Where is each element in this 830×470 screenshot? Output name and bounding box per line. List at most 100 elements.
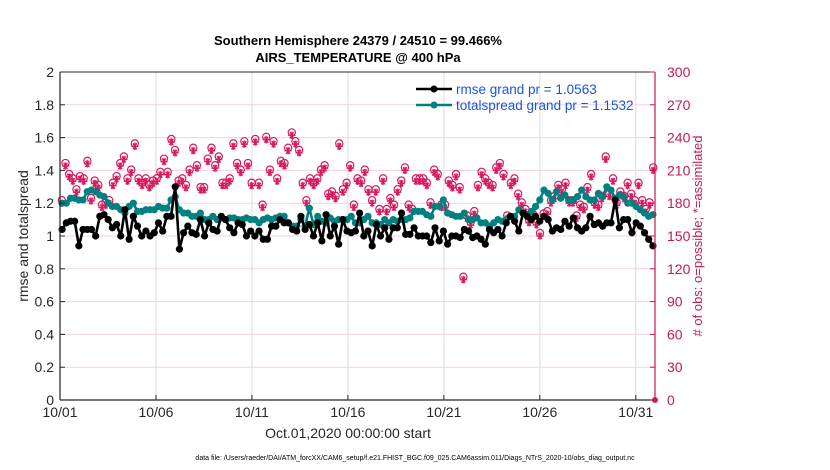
obs-assimilated-marker <box>587 173 595 181</box>
rmse-point <box>557 225 565 234</box>
rmse-point <box>498 232 506 240</box>
totalspread-point <box>427 212 435 220</box>
totalspread-point <box>305 204 313 212</box>
obs-assimilated-marker <box>116 162 124 170</box>
obs-assimilated-marker <box>361 168 369 177</box>
obs-assimilated-marker <box>397 179 405 188</box>
rmse-point <box>263 235 272 243</box>
x-tick-label: 10/01 <box>42 404 77 420</box>
totalspread-point <box>536 196 544 204</box>
totalspread-point <box>607 186 615 194</box>
obs-assimilated-marker <box>368 199 376 207</box>
obs-assimilated-marker <box>510 177 519 185</box>
x-tick-label: 10/16 <box>330 404 365 420</box>
rmse-point <box>192 230 200 238</box>
obs-assimilated-marker <box>156 171 164 179</box>
rmse-point <box>586 212 594 220</box>
obs-assimilated-marker <box>255 182 263 190</box>
rmse-point <box>569 214 577 222</box>
obs-assimilated-marker <box>288 131 296 140</box>
rmse-point <box>171 183 179 191</box>
rmse-point <box>92 232 100 240</box>
axes: 0 0.2 0.4 0.6 0.8 1 1.2 1.4 1.6 1.8 2 0 30 60 90 120 150… <box>35 64 691 420</box>
totalspread-point <box>527 207 535 215</box>
rmse-point <box>318 237 326 245</box>
rmse-point <box>167 212 175 220</box>
rmse-point <box>322 211 330 219</box>
y-tick-label: 1.6 <box>35 130 55 146</box>
obs-assimilated-marker <box>434 173 442 181</box>
obs-assimilated-marker <box>171 149 179 157</box>
rmse-point <box>175 245 184 253</box>
y2-tick-label: 180 <box>667 195 691 211</box>
obs-assimilated-marker <box>149 179 157 188</box>
rmse-point <box>423 232 431 240</box>
obs-assimilated-marker <box>364 188 373 196</box>
rmse-point <box>368 242 376 250</box>
rmse-point <box>129 212 137 220</box>
rmse-point <box>305 220 313 229</box>
obs-assimilated-marker <box>164 171 172 179</box>
rmse-point <box>355 209 364 217</box>
legend-rmse-marker <box>430 85 438 93</box>
rmse-point <box>213 227 221 235</box>
obs-assimilated-marker <box>335 142 343 150</box>
rmse-point <box>133 222 142 230</box>
rmse-point <box>196 216 204 224</box>
rmse-point <box>238 220 246 229</box>
obs-assimilated-marker <box>321 164 329 172</box>
y-tick-label: 1 <box>46 228 54 244</box>
totalspread-point <box>619 193 628 201</box>
y2-tick-label: 120 <box>667 261 691 277</box>
rmse-point <box>645 235 653 243</box>
totalspread-point <box>79 196 87 204</box>
obs-assimilated-marker <box>142 177 150 185</box>
y-tick-label: 0.4 <box>35 326 55 342</box>
obs-assimilated-marker <box>262 136 270 144</box>
rmse-point <box>184 222 192 230</box>
chart-subtitle: AIRS_TEMPERATURE @ 400 hPa <box>255 50 461 65</box>
obs-assimilated-marker <box>200 186 208 194</box>
x-tick-label: 10/11 <box>235 404 269 420</box>
obs-assimilated-marker <box>112 175 121 183</box>
x-tick-label: 10/06 <box>138 404 173 420</box>
rmse-point <box>272 222 280 230</box>
y-tick-label: 0.2 <box>35 359 55 375</box>
obs-assimilated-marker <box>401 166 409 174</box>
rmse-point <box>293 227 301 235</box>
x-axis-label: Oct.01,2020 00:00:00 start <box>265 425 431 441</box>
obs-assimilated-marker <box>313 177 321 185</box>
totalspread-point <box>473 214 481 222</box>
obs-assimilated-marker <box>229 142 237 150</box>
rmse-point <box>410 224 418 232</box>
obs-assimilated-marker <box>138 182 146 190</box>
rmse-point <box>255 227 263 235</box>
totalspread-point <box>561 191 569 199</box>
obs-assimilated-marker <box>109 182 117 190</box>
y-tick-label: 2 <box>46 64 54 80</box>
rmse-point <box>481 240 489 248</box>
y2-tick-label: 240 <box>667 130 691 146</box>
rmse-point <box>247 227 255 235</box>
rmse-point <box>611 196 619 204</box>
obs-assimilated-marker <box>91 179 99 188</box>
obs-assimilated-marker <box>291 140 300 148</box>
rmse-point <box>100 211 108 219</box>
rmse-point <box>511 217 519 225</box>
legend-totalspread-marker <box>430 101 438 109</box>
totalspread-point <box>314 212 322 220</box>
obs-assimilated-marker <box>284 147 292 155</box>
rmse-point <box>640 229 649 237</box>
obs-assimilated-marker <box>207 147 216 155</box>
obs-assimilated-marker <box>609 177 617 185</box>
rmse-point <box>104 216 112 224</box>
obs-assimilated-marker <box>624 182 632 190</box>
obs-assimilated-marker <box>638 199 646 207</box>
obs-assimilated-marker <box>481 177 489 185</box>
rmse-point <box>536 217 544 225</box>
obs-assimilated-marker <box>134 177 143 185</box>
rmse-point <box>330 222 339 230</box>
totalspread-point <box>590 196 598 204</box>
totalspread-point <box>163 204 171 212</box>
